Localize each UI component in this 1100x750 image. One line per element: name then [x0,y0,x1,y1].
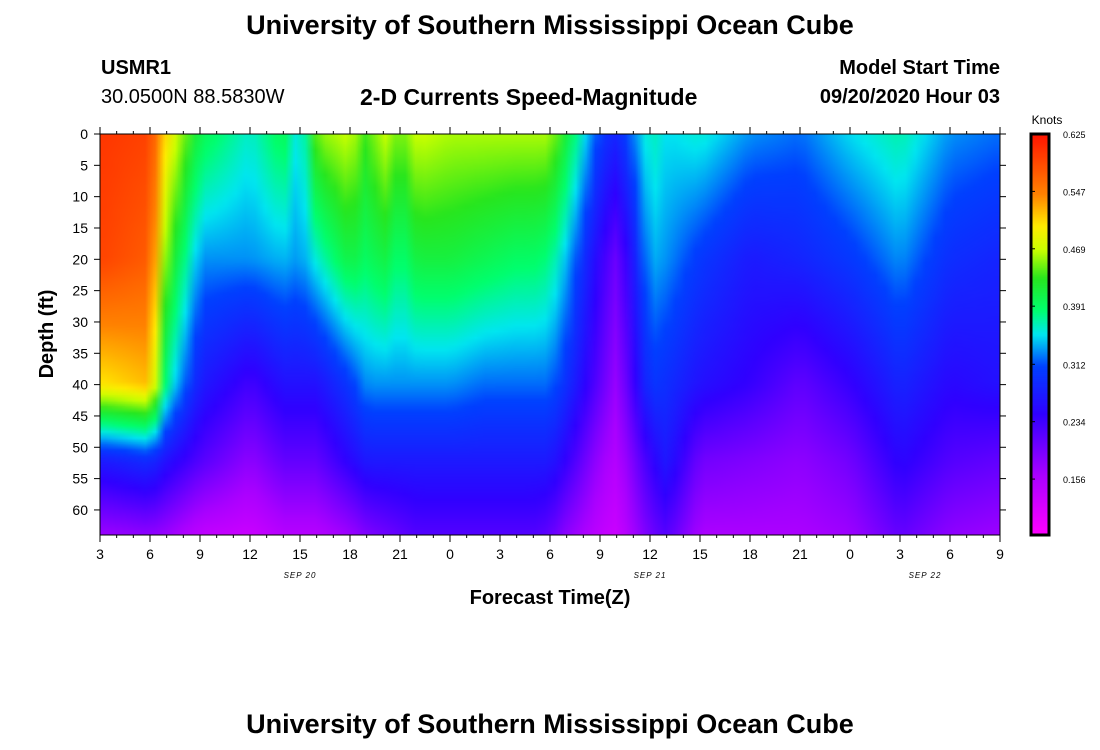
x-tick-label: 21 [392,546,408,562]
y-tick-label: 5 [80,157,88,173]
colorbar-tick-label: 0.625 [1063,130,1086,140]
y-tick-label: 45 [72,408,88,424]
x-tick-label: 12 [242,546,258,562]
colorbar-tick-label: 0.391 [1063,302,1086,312]
y-tick-label: 15 [72,220,88,236]
colorbar-tick-label: 0.312 [1063,360,1086,370]
heatmap-field [100,134,1000,535]
colorbar-tick-label: 0.547 [1063,187,1086,197]
colorbar-tick-label: 0.156 [1063,475,1086,485]
x-tick-label: 3 [96,546,104,562]
x-tick-label: 6 [546,546,554,562]
y-tick-label: 25 [72,283,88,299]
station-coordinates: 30.0500N 88.5830W [101,86,285,108]
y-tick-label: 55 [72,471,88,487]
x-tick-label: 6 [146,546,154,562]
y-tick-label: 30 [72,314,88,330]
station-id: USMR1 [101,57,172,79]
x-tick-label: 0 [846,546,854,562]
x-tick-label: 12 [642,546,658,562]
x-tick-label: 18 [342,546,358,562]
colorbar-frame [1029,132,1051,537]
date-label: SEP 20 [284,571,317,580]
x-tick-label: 15 [692,546,708,562]
x-axis-label: Forecast Time(Z) [470,587,631,609]
colorbar-label: Knots [1032,113,1063,127]
x-tick-label: 3 [896,546,904,562]
page-title: University of Southern Mississippi Ocean… [246,10,854,40]
date-label: SEP 22 [909,571,942,580]
date-label: SEP 21 [634,571,667,580]
y-tick-label: 60 [72,502,88,518]
colorbar-tick-label: 0.234 [1063,418,1086,428]
x-tick-label: 3 [496,546,504,562]
y-axis-label: Depth (ft) [36,290,58,379]
chart-title: 2-D Currents Speed-Magnitude [360,84,698,110]
y-tick-label: 35 [72,345,88,361]
y-tick-label: 50 [72,439,88,455]
x-tick-label: 15 [292,546,308,562]
y-tick-label: 20 [72,251,88,267]
x-tick-label: 9 [596,546,604,562]
colorbar-gradient [1031,134,1049,535]
x-tick-label: 18 [742,546,758,562]
x-tick-label: 21 [792,546,808,562]
x-tick-label: 0 [446,546,454,562]
page-footer-title: University of Southern Mississippi Ocean… [246,709,854,739]
y-tick-label: 10 [72,189,88,205]
y-tick-label: 40 [72,377,88,393]
x-tick-label: 9 [196,546,204,562]
colorbar-tick-label: 0.469 [1063,245,1086,255]
y-tick-label: 0 [80,126,88,142]
model-start-value: 09/20/2020 Hour 03 [819,86,1000,108]
model-start-label: Model Start Time [839,57,1000,79]
x-tick-label: 6 [946,546,954,562]
x-tick-label: 9 [996,546,1004,562]
